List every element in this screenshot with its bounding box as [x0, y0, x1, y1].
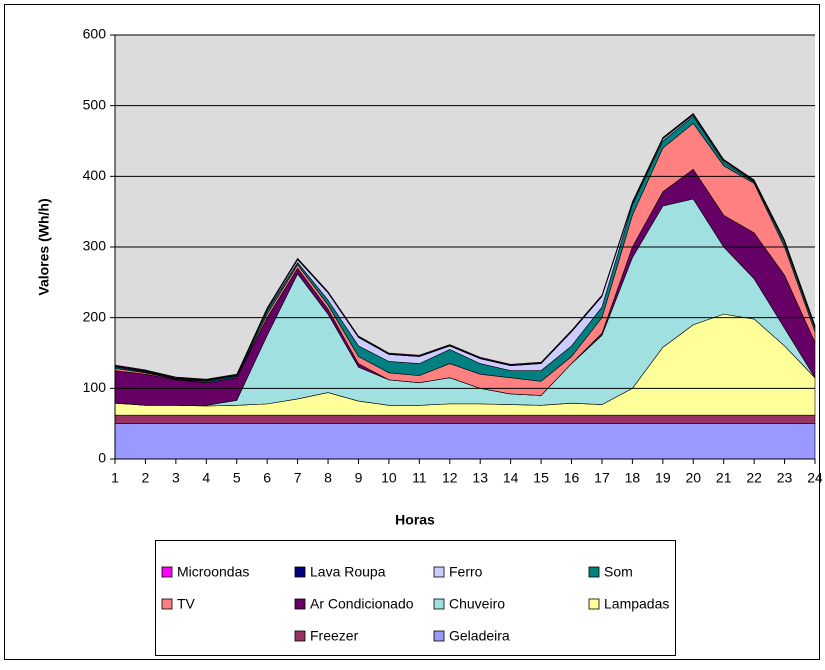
legend	[155, 540, 676, 656]
x-tick-label: 21	[716, 470, 732, 486]
legend-swatch	[161, 566, 173, 578]
y-tick-label: 600	[83, 26, 107, 42]
x-tick-label: 1	[111, 470, 119, 486]
y-axis-label: Valores (Wh/h)	[36, 198, 52, 295]
legend-swatch	[294, 566, 306, 578]
x-tick-label: 17	[594, 470, 610, 486]
x-tick-label: 13	[472, 470, 488, 486]
x-tick-label: 2	[142, 470, 150, 486]
area	[114, 113, 816, 381]
x-tick-label: 11	[412, 470, 427, 486]
y-tick-label: 200	[83, 308, 107, 324]
legend-label: Chuveiro	[449, 596, 505, 612]
legend-swatch	[433, 598, 445, 610]
x-tick-label: 5	[233, 470, 241, 486]
x-tick-label: 24	[807, 470, 823, 486]
x-tick-label: 22	[746, 470, 762, 486]
legend-swatch	[588, 566, 600, 578]
legend-swatch	[588, 598, 600, 610]
legend-label: Lampadas	[604, 596, 669, 612]
y-tick-label: 500	[83, 96, 107, 112]
legend-swatch	[433, 630, 445, 642]
y-tick-label: 300	[83, 238, 107, 254]
x-tick-label: 9	[355, 470, 363, 486]
x-tick-label: 16	[564, 470, 580, 486]
x-tick-label: 4	[202, 470, 210, 486]
legend-swatch	[294, 598, 306, 610]
x-tick-label: 12	[442, 470, 458, 486]
x-tick-label: 20	[685, 470, 701, 486]
x-tick-label: 18	[625, 470, 641, 486]
legend-label: Geladeira	[449, 628, 510, 644]
x-tick-label: 10	[381, 470, 397, 486]
legend-label: Freezer	[310, 628, 359, 644]
x-tick-label: 7	[294, 470, 302, 486]
legend-label: Lava Roupa	[310, 564, 386, 580]
legend-swatch	[433, 566, 445, 578]
x-tick-label: 14	[503, 470, 519, 486]
x-tick-label: 23	[777, 470, 793, 486]
y-tick-label: 100	[83, 379, 107, 395]
x-tick-label: 19	[655, 470, 671, 486]
legend-label: Microondas	[177, 564, 249, 580]
x-tick-label: 8	[324, 470, 332, 486]
legend-swatch	[161, 598, 173, 610]
legend-label: TV	[177, 596, 196, 612]
x-tick-label: 6	[263, 470, 271, 486]
legend-label: Ar Condicionado	[310, 596, 414, 612]
legend-label: Ferro	[449, 564, 483, 580]
x-tick-label: 15	[533, 470, 549, 486]
y-tick-label: 0	[98, 450, 106, 466]
legend-swatch	[294, 630, 306, 642]
x-tick-label: 3	[172, 470, 180, 486]
legend-label: Som	[604, 564, 633, 580]
area	[114, 414, 816, 424]
x-axis-label: Horas	[395, 512, 435, 528]
y-tick-label: 400	[83, 167, 107, 183]
area	[114, 423, 816, 460]
